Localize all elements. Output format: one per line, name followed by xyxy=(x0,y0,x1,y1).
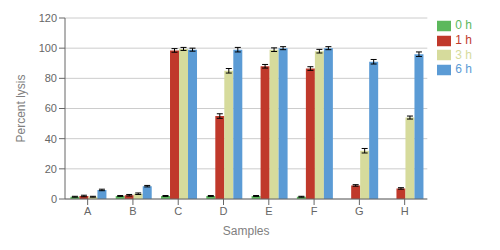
svg-text:F: F xyxy=(311,205,318,217)
html-text:3 h: 3 h xyxy=(455,47,472,62)
svg-text:H: H xyxy=(401,205,409,217)
svg-text:40: 40 xyxy=(45,133,57,145)
svg-text:60: 60 xyxy=(45,102,57,114)
svg-text:G: G xyxy=(355,205,364,217)
svg-text:E: E xyxy=(265,205,272,217)
svg-text:D: D xyxy=(220,205,228,217)
html-text:0 h: 0 h xyxy=(455,18,472,32)
svg-text:A: A xyxy=(84,205,92,217)
svg-text:0: 0 xyxy=(51,193,57,205)
svg-text:20: 20 xyxy=(45,163,57,175)
svg-text:B: B xyxy=(129,205,136,217)
svg-text:C: C xyxy=(174,205,182,217)
html-text:1 h: 1 h xyxy=(455,32,472,47)
svg-text:Samples: Samples xyxy=(223,224,270,238)
svg-text:100: 100 xyxy=(39,42,57,54)
html-text:6 h: 6 h xyxy=(455,62,472,77)
svg-text:120: 120 xyxy=(39,12,57,24)
svg-text:80: 80 xyxy=(45,72,57,84)
svg-text:Percent lysis: Percent lysis xyxy=(14,74,28,142)
